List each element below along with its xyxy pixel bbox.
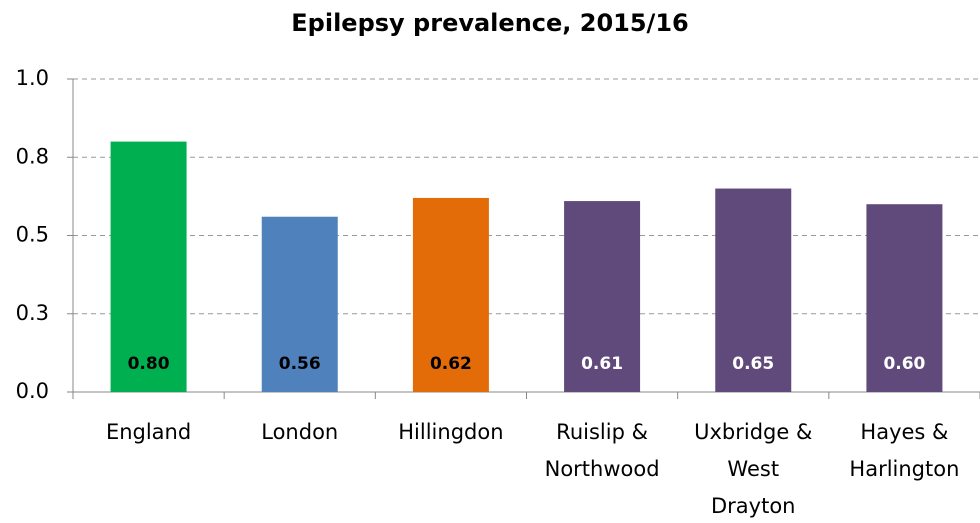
- bar: [866, 204, 943, 392]
- bar: [110, 141, 187, 392]
- y-tick-label: 0.0: [16, 379, 49, 403]
- x-tick-label: Hillingdon: [398, 420, 504, 444]
- bar: [261, 216, 338, 392]
- x-tick-label: Ruislip & Northwood: [544, 420, 660, 481]
- data-label: 0.60: [883, 354, 925, 374]
- data-label: 0.62: [430, 354, 472, 374]
- x-tick-label: Hayes & Harlington: [849, 420, 960, 481]
- y-tick-label: 0.5: [16, 223, 49, 247]
- bar: [412, 197, 489, 392]
- data-label: 0.80: [128, 354, 170, 374]
- x-tick-label: Uxbridge & West Drayton: [694, 420, 813, 518]
- x-tick-label: England: [105, 420, 192, 444]
- y-tick-label: 0.8: [16, 144, 49, 168]
- y-tick-label: 0.3: [16, 301, 49, 325]
- bar: [715, 188, 792, 392]
- chart-title: Epilepsy prevalence, 2015/16: [291, 9, 688, 37]
- x-tick-label: London: [261, 420, 339, 444]
- data-label: 0.65: [732, 354, 774, 374]
- y-tick-label: 1.0: [16, 66, 49, 90]
- bar: [564, 201, 641, 392]
- data-label: 0.56: [279, 354, 321, 374]
- data-label: 0.61: [581, 354, 623, 374]
